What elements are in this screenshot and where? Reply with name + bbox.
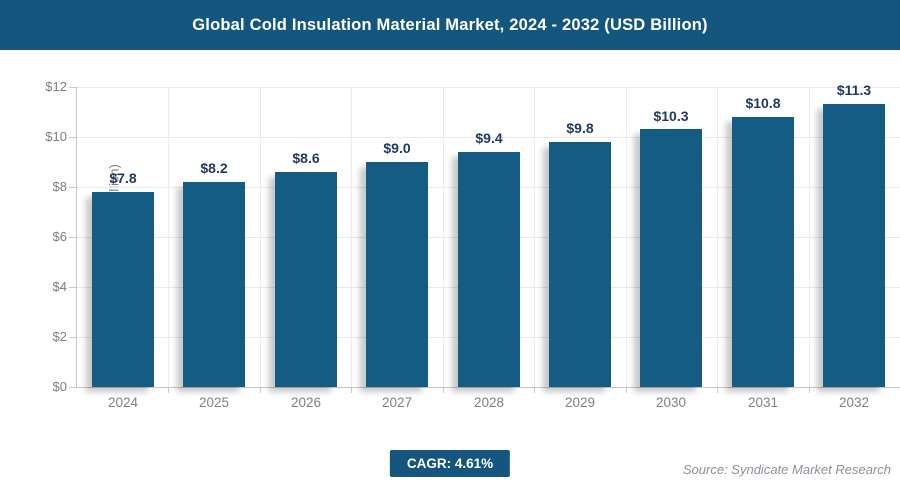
bar-value-label: $10.8 xyxy=(745,95,781,111)
x-tick-label: 2032 xyxy=(838,395,870,410)
y-tick-label: $0 xyxy=(52,379,67,394)
bar-value-label: $9.0 xyxy=(383,140,411,156)
x-tick-label: 2031 xyxy=(747,395,779,410)
y-tick-label: $4 xyxy=(52,279,67,294)
y-tick-label: $8 xyxy=(52,179,67,194)
x-tick-mark xyxy=(443,387,444,393)
title-banner: Global Cold Insulation Material Market, … xyxy=(0,0,900,50)
x-tick-mark xyxy=(534,387,535,393)
bar-value-label: $7.8 xyxy=(109,170,137,186)
x-tick-label: 2025 xyxy=(198,395,230,410)
x-tick-label: 2030 xyxy=(655,395,687,410)
bar-2024 xyxy=(92,192,154,387)
x-tick-mark xyxy=(626,387,627,393)
v-gridline xyxy=(626,87,627,387)
bar-value-label: $10.3 xyxy=(653,108,689,124)
y-tick-mark xyxy=(69,87,77,88)
y-tick-mark xyxy=(69,287,77,288)
bar-2028 xyxy=(458,152,520,387)
x-tick-label: 2024 xyxy=(107,395,139,410)
v-gridline xyxy=(351,87,352,387)
x-tick-mark xyxy=(260,387,261,393)
chart-title: Global Cold Insulation Material Market, … xyxy=(192,15,708,34)
v-gridline xyxy=(809,87,810,387)
x-tick-label: 2026 xyxy=(290,395,322,410)
v-gridline xyxy=(260,87,261,387)
x-tick-label: 2028 xyxy=(473,395,505,410)
source-note: Source: Syndicate Market Research xyxy=(682,462,891,477)
bar-2029 xyxy=(549,142,611,387)
v-gridline xyxy=(443,87,444,387)
y-tick-mark xyxy=(69,137,77,138)
x-tick-label: 2029 xyxy=(564,395,596,410)
h-gridline xyxy=(77,87,900,88)
v-gridline xyxy=(717,87,718,387)
y-tick-label: $12 xyxy=(45,79,67,94)
cagr-badge: CAGR: 4.61% xyxy=(389,450,511,477)
y-tick-mark xyxy=(69,237,77,238)
bar-2026 xyxy=(275,172,337,387)
bar-value-label: $8.2 xyxy=(200,160,228,176)
x-tick-mark xyxy=(351,387,352,393)
bar-value-label: $9.4 xyxy=(475,130,503,146)
y-tick-mark xyxy=(69,187,77,188)
bar-2031 xyxy=(732,117,794,387)
v-gridline xyxy=(534,87,535,387)
bar-value-label: $8.6 xyxy=(292,150,320,166)
v-gridline xyxy=(168,87,169,387)
y-tick-label: $6 xyxy=(52,229,67,244)
plot-area: $0 $2 $4 $6 $8 $10 $12 $7.8 2024 $8.2 2025 $8.6 2026… xyxy=(45,80,900,410)
x-tick-label: 2027 xyxy=(381,395,413,410)
y-tick-mark xyxy=(69,387,77,388)
x-tick-mark xyxy=(809,387,810,393)
x-tick-mark xyxy=(717,387,718,393)
y-tick-label: $10 xyxy=(45,129,67,144)
bar-2030 xyxy=(640,129,702,387)
bar-value-label: $11.3 xyxy=(836,82,872,98)
h-gridline xyxy=(77,137,900,138)
y-tick-label: $2 xyxy=(52,329,67,344)
bar-2032 xyxy=(823,104,885,387)
bar-2025 xyxy=(183,182,245,387)
bar-2027 xyxy=(366,162,428,387)
y-tick-mark xyxy=(69,337,77,338)
bar-value-label: $9.8 xyxy=(566,120,594,136)
x-tick-mark xyxy=(168,387,169,393)
